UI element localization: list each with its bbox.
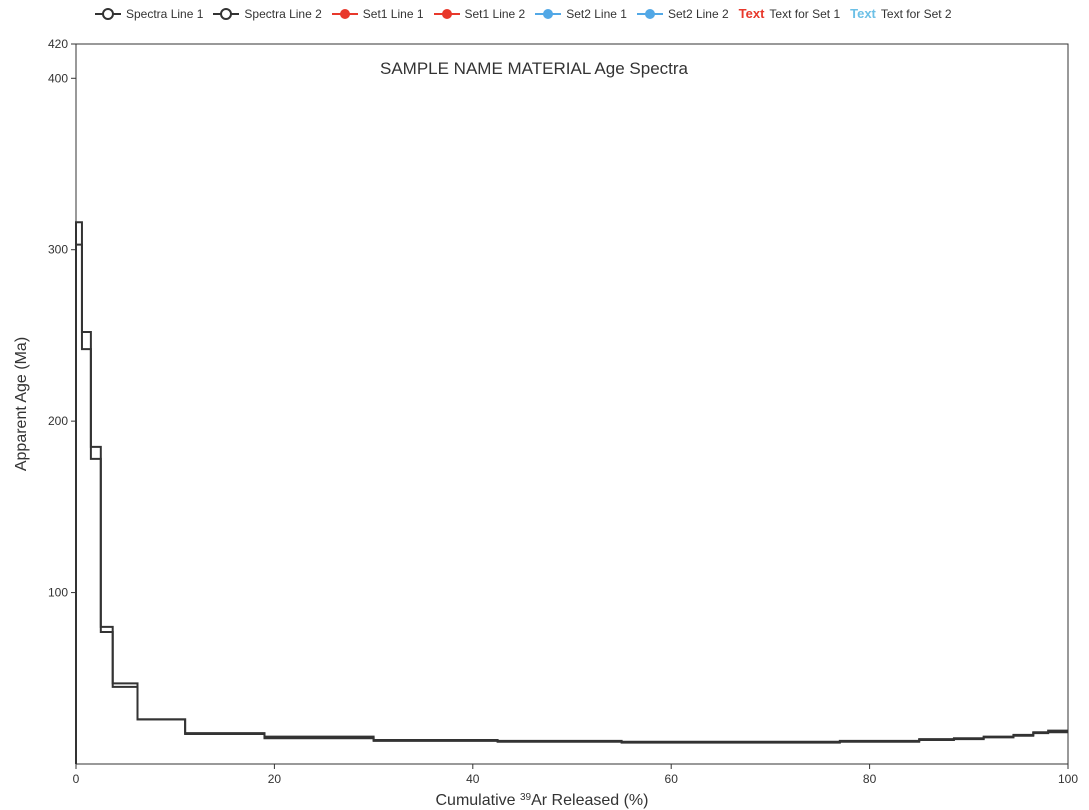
open-circle-line-icon	[213, 7, 240, 20]
legend-item-8[interactable]: Text Text for Set 2	[850, 6, 951, 21]
legend-text-symbol: Text	[738, 6, 765, 21]
legend-text-symbol: Text	[850, 6, 876, 21]
series-group	[75, 221, 1068, 764]
legend-item-2[interactable]: Spectra Line 2	[213, 6, 322, 21]
legend-item-7[interactable]: Text Text for Set 1	[739, 6, 840, 21]
legend-item-1[interactable]: Spectra Line 1	[95, 7, 203, 21]
y-tick-label: 420	[48, 37, 68, 51]
filled-circle-line-icon	[636, 8, 663, 19]
x-axis-title-main: Cumulative	[436, 792, 520, 809]
filled-circle-line-icon	[331, 8, 358, 19]
legend-label: Text for Set 2	[880, 6, 952, 21]
x-tick-label: 60	[665, 772, 679, 786]
legend-label: Text for Set 1	[769, 6, 841, 21]
x-tick-label: 20	[268, 772, 282, 786]
legend-label: Spectra Line 1	[126, 6, 204, 21]
x-axis-title: Cumulative 39Ar Released (%)	[436, 792, 649, 810]
x-tick-label: 80	[863, 772, 877, 786]
x-tick-label: 100	[1058, 772, 1078, 786]
legend-item-6[interactable]: Set2 Line 2	[636, 6, 729, 21]
spectra-line-2	[75, 243, 1068, 764]
legend-item-4[interactable]: Set1 Line 2	[433, 6, 526, 21]
legend-label: Set1 Line 1	[362, 6, 424, 21]
x-tick-label: 0	[73, 772, 80, 786]
legend: Spectra Line 1 Spectra Line 2 Set1 Line 1 S…	[0, 0, 1089, 34]
filled-circle-line-icon	[535, 8, 562, 19]
legend-item-3[interactable]: Set1 Line 1	[331, 6, 424, 21]
legend-label: Spectra Line 2	[244, 6, 322, 21]
x-tick-label: 40	[466, 772, 480, 786]
legend-item-5[interactable]: Set2 Line 1	[535, 7, 627, 21]
y-tick-label: 400	[48, 71, 68, 85]
y-axis-title: Apparent Age (Ma)	[13, 337, 30, 471]
filled-circle-line-icon	[433, 8, 460, 19]
legend-label: Set2 Line 2	[667, 6, 729, 21]
chart-title: SAMPLE NAME MATERIAL Age Spectra	[380, 59, 689, 78]
y-axis: 100 200 300 400 420	[48, 37, 76, 600]
spectra-line-1	[75, 221, 1068, 764]
x-axis-title-tail: Ar Released (%)	[531, 792, 648, 809]
y-tick-label: 100	[48, 586, 68, 600]
legend-label: Set1 Line 2	[464, 6, 526, 21]
legend-label: Set2 Line 1	[566, 6, 627, 21]
open-circle-line-icon	[95, 7, 121, 20]
y-tick-label: 200	[48, 414, 68, 428]
plot-frame	[75, 43, 1069, 765]
x-axis: 0 20 40 60 80 100	[73, 764, 1078, 786]
legend-row: Spectra Line 1 Spectra Line 2 Set1 Line 1 S…	[95, 6, 962, 21]
x-axis-title-sup: 39	[520, 792, 532, 803]
y-tick-label: 300	[48, 243, 68, 257]
